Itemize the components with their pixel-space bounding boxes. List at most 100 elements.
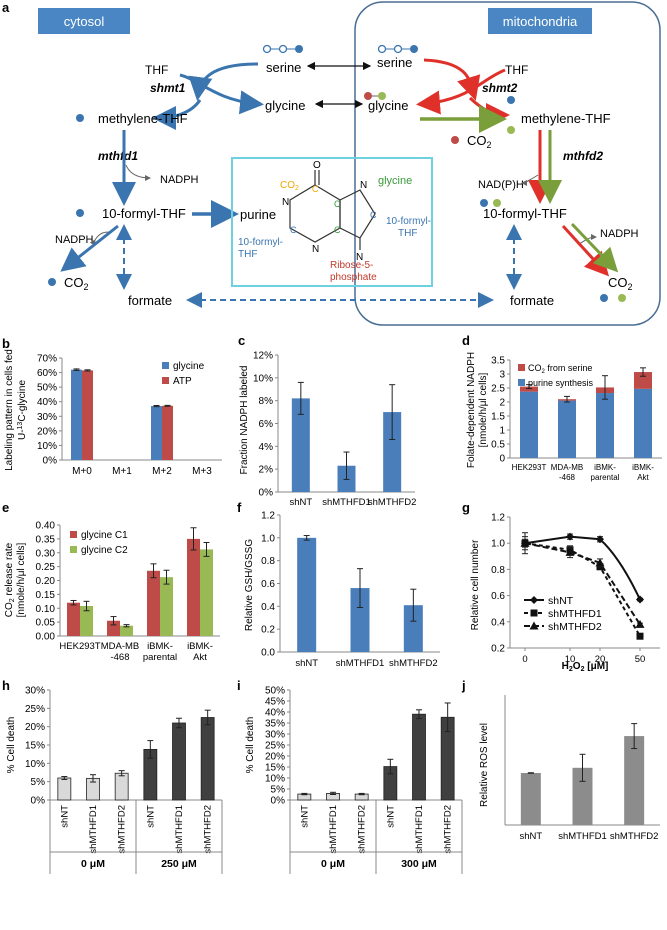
bar-co2-from-serine	[634, 372, 652, 389]
glycine-mito-label: glycine	[368, 98, 408, 113]
shmt1-arrow-3	[152, 99, 202, 130]
group-label: 250 μM	[161, 858, 197, 870]
co2-mito2-dot-b	[600, 294, 608, 302]
purine-c-blue2: C	[370, 210, 377, 220]
y-tick-label: 15%	[25, 741, 45, 752]
shmt2-arrow-1	[423, 58, 481, 101]
co2-cyto-dot	[48, 278, 56, 286]
y-tick-label: 0.4	[491, 617, 505, 628]
y-tick-label: 5%	[31, 777, 46, 788]
y-axis-label: Labeling pattern in cells fed	[4, 349, 15, 471]
x-tick-label: shMTHFD2	[368, 497, 417, 508]
y-tick-label: 40%	[265, 708, 285, 719]
marker-shMTHFD1	[636, 632, 644, 640]
y-label-part: CO	[4, 602, 15, 617]
purine-n2: N	[312, 244, 319, 255]
formyl-cyto-dot	[76, 209, 84, 217]
y-tick-label: 10%	[265, 774, 285, 785]
shmt2-label: shmt2	[482, 81, 518, 95]
y-tick-label: 6%	[259, 419, 274, 430]
chart-f-gsh-gssg: 0.0 0.2 0.4 0.6 0.8 1.0 1.2 shNT shMTHFD1 shMTHFD…	[244, 511, 440, 669]
co2-mito-text: CO	[467, 133, 487, 148]
y-axis-label: Relative ROS level	[479, 723, 490, 807]
y-tick-label: 50%	[37, 383, 57, 394]
co2-mito-sub: 2	[487, 140, 492, 150]
bar-purine-synthesis	[558, 400, 576, 458]
bar-purine-synthesis	[596, 393, 614, 458]
y-tick-label: 0%	[31, 796, 46, 807]
serine-mito-dots	[377, 44, 418, 54]
y-tick-label: 2%	[259, 465, 274, 476]
y-tick-label: 0%	[259, 488, 274, 499]
x-tick-label: parental	[591, 473, 620, 482]
methylene-thf-mito-label: methylene-THF	[521, 111, 611, 126]
legend-swatch	[162, 377, 169, 384]
chart-b-labeling: 0% 10% 20% 30% 40% 50% 60% 70% M+0 M+1 M+2 M+3 glyci…	[4, 349, 222, 477]
purine-ribose-2: phosphate	[330, 272, 377, 283]
legend-marker	[529, 621, 539, 630]
serine-cyto-label: serine	[266, 60, 301, 75]
serine-mito-label: serine	[377, 55, 412, 70]
legend-label: ATP	[173, 376, 192, 387]
x-tick-label: iBMK-	[594, 463, 616, 472]
y-tick-label: 30%	[25, 686, 45, 697]
y-tick-label: 0.8	[261, 556, 275, 567]
shmt2-arrow-2	[416, 68, 506, 115]
y-axis-label: % Cell death	[245, 717, 256, 774]
legend-sub: 2	[542, 369, 546, 375]
x-tick-label: shMTHFD1	[88, 805, 99, 854]
formyl-to-co2-cyto-arrow	[60, 224, 119, 272]
x-tick-label: parental	[143, 652, 177, 663]
mitochondria-label: mitochondria	[503, 14, 578, 29]
purine-formyl-right-1: 10-formyl-	[386, 216, 431, 227]
purine-glycine-label: glycine	[378, 175, 412, 187]
y-label-sub: 2	[9, 598, 16, 602]
marker-shMTHFD2	[635, 619, 645, 628]
purine-formyl-left-1: 10-formyl-	[238, 237, 283, 248]
y-axis-label: Relative GSH/GSSG	[244, 539, 255, 631]
x-tick-label: iBMK-	[187, 641, 213, 652]
y-axis-label: % Cell death	[6, 717, 17, 774]
x-tick-label: -468	[110, 652, 129, 663]
y-tick-label: 0.30	[36, 548, 56, 559]
x-tick-label: HEK293T	[59, 641, 100, 652]
bar	[383, 412, 402, 492]
purine-c-blue1: C	[290, 225, 297, 235]
panel-f-label: f	[237, 500, 242, 515]
bar-glycine-C2	[80, 606, 93, 636]
y-tick-label: 25%	[25, 704, 45, 715]
legend-label: shMTHFD1	[548, 608, 602, 620]
bar-glycine	[151, 406, 162, 460]
x-tick-label: Akt	[637, 473, 649, 482]
bar	[291, 398, 310, 492]
x-label-part: H	[562, 661, 569, 672]
bar	[572, 767, 593, 825]
y-axis-label: Relative cell number	[470, 539, 481, 630]
bar-glycine	[71, 369, 82, 460]
marker-shNT	[636, 595, 644, 604]
glycine-mito-dots	[364, 92, 386, 100]
y-tick-label: 0.10	[36, 604, 56, 615]
purine-n3: N	[360, 180, 367, 191]
y-tick-label: 0.4	[261, 602, 275, 613]
y-tick-label: 10%	[253, 373, 273, 384]
panel-g-label: g	[462, 500, 470, 515]
bar-glycine-C1	[67, 602, 80, 636]
purine-formyl-left-2: THF	[238, 249, 257, 260]
chart-i-cell-death: 0%5%10%15%20%25%30%35%40%45%50% shNT shMTH…	[245, 686, 463, 874]
chart-e-co2-release: 0.00 0.05 0.10 0.15 0.20 0.25 0.30 0.35 0.40 HEK2…	[4, 521, 220, 663]
legend-marker	[530, 609, 538, 617]
y-tick-label: 1.2	[261, 511, 275, 522]
formyl-mito-dot-g	[493, 199, 501, 207]
cytosol-label-box	[38, 8, 130, 34]
legend-label: glycine C2	[81, 545, 128, 556]
co2-cyto-sub: 2	[84, 282, 89, 292]
methylene-cyto-dot	[76, 114, 84, 122]
y-tick-label: 20%	[25, 722, 45, 733]
purine-ribose-1: Ribose-5-	[330, 260, 373, 271]
panel-c-label: c	[238, 333, 245, 348]
bar-glycine-C1	[107, 620, 120, 636]
bar-glycine-C2	[160, 577, 173, 636]
bar	[624, 736, 645, 825]
